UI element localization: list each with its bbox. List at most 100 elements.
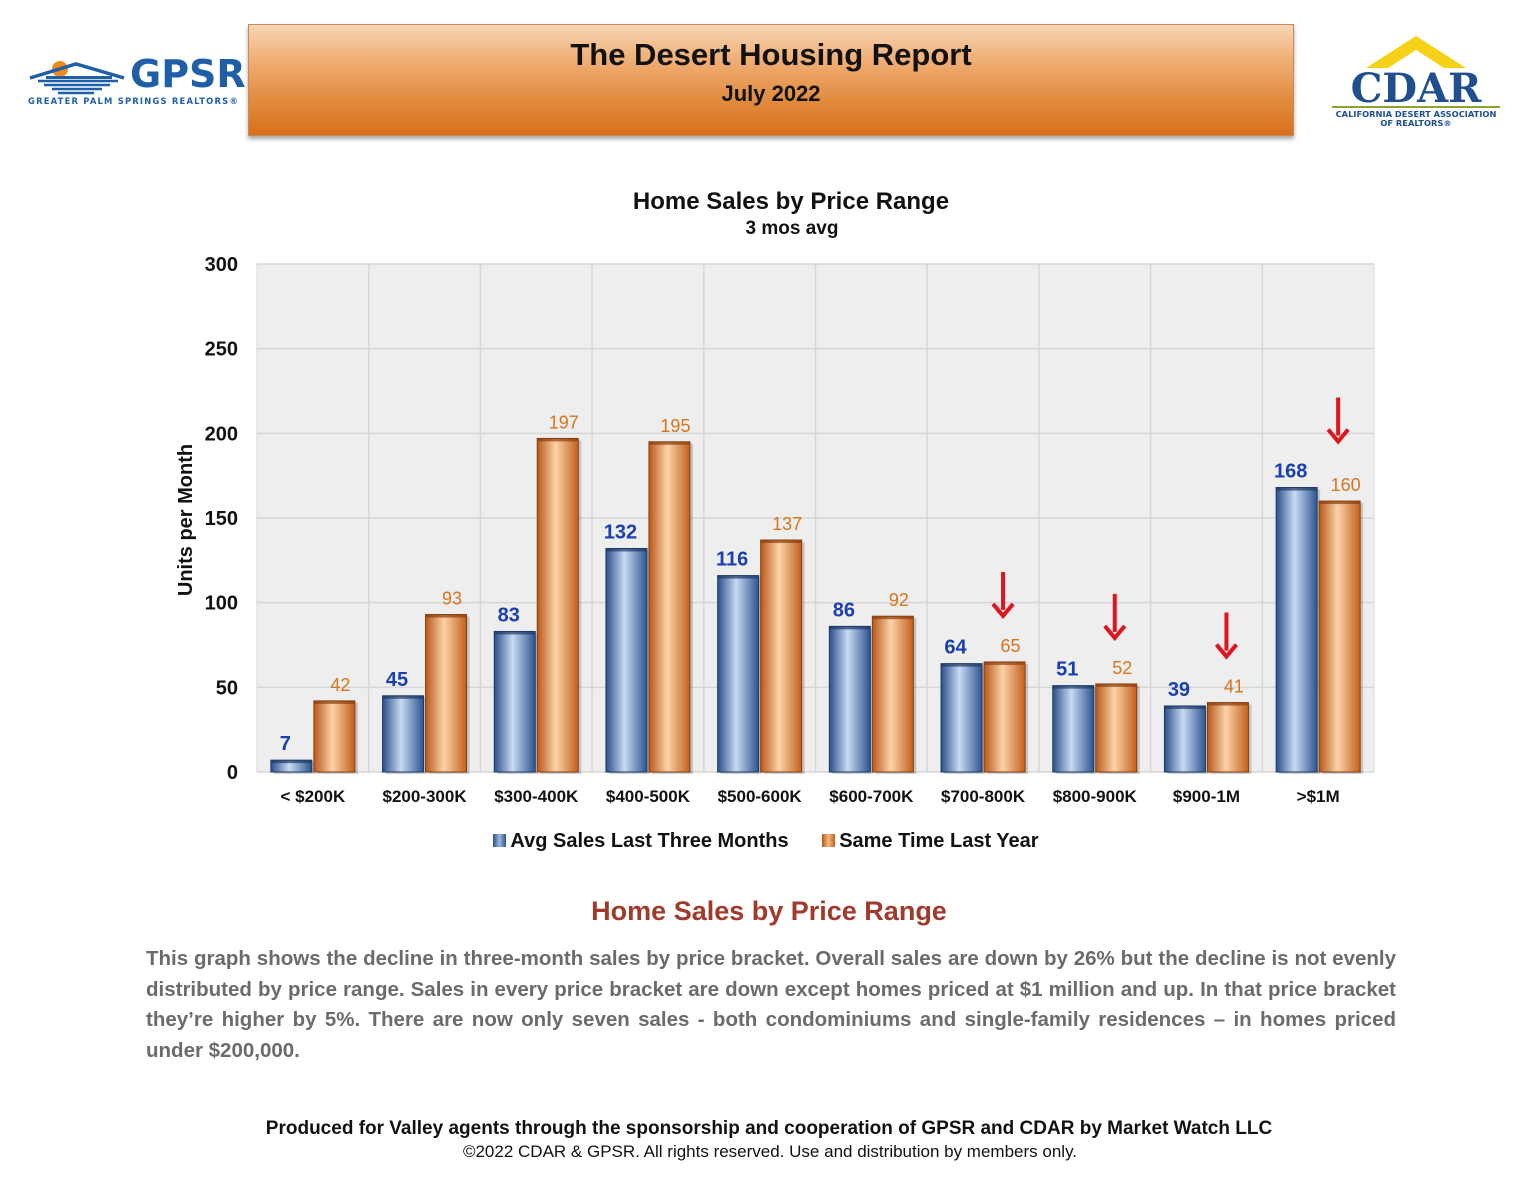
- bar-last-year: [425, 614, 468, 773]
- bar-avg-three-months: [940, 663, 983, 773]
- bar-top-edge: [494, 631, 536, 635]
- cdar-logo-text: CDAR: [1350, 65, 1482, 112]
- legend-label-avg: Avg Sales Last Three Months: [510, 830, 789, 852]
- bar-avg-three-months: [493, 630, 536, 773]
- bar-top-edge: [760, 540, 802, 544]
- section-heading: Home Sales by Price Range: [591, 896, 947, 926]
- x-tick-label: >$1M: [1297, 787, 1340, 806]
- grid-lines: [257, 263, 1374, 773]
- y-tick-label: 200: [205, 423, 238, 445]
- bar-last-year: [313, 700, 356, 773]
- bar-top-edge: [1319, 501, 1361, 505]
- bar-top-edge: [717, 575, 759, 579]
- y-tick-label: 300: [205, 254, 238, 276]
- y-axis: 0 50 100 150 200 250 300: [205, 254, 238, 784]
- data-label-last-year: 42: [330, 675, 350, 695]
- data-label-avg: 168: [1274, 461, 1307, 483]
- bar-top-edge: [425, 614, 467, 618]
- legend-item-last-year: Same Time Last Year: [822, 830, 1039, 853]
- footer-copyright: ©2022 CDAR & GPSR. All rights reserved. …: [462, 1142, 1078, 1161]
- x-tick-label: $500-600K: [718, 787, 803, 806]
- bar-top-edge: [872, 616, 914, 620]
- x-tick-label: $700-800K: [941, 787, 1026, 806]
- legend-item-avg: Avg Sales Last Three Months: [493, 830, 789, 853]
- y-axis-label: Units per Month: [175, 444, 197, 596]
- down-arrow-head: [1103, 624, 1127, 642]
- chart-subtitle: 3 mos avg: [745, 218, 839, 239]
- y-tick-label: 100: [205, 593, 238, 615]
- down-arrow-icon: [1214, 612, 1238, 660]
- bar-top-edge: [270, 760, 312, 764]
- legend-swatch-orange: [822, 834, 836, 847]
- data-label-last-year: 93: [442, 589, 462, 609]
- data-label-last-year: 195: [660, 416, 690, 436]
- bar-top-edge: [537, 438, 579, 442]
- data-label-avg: 7: [280, 733, 291, 755]
- gpsr-logo: GPSR GREATER PALM SPRINGS REALTORS®: [28, 52, 246, 112]
- data-label-last-year: 197: [549, 412, 579, 432]
- cdar-underline: [1332, 106, 1500, 108]
- bar-avg-three-months: [605, 547, 648, 773]
- data-label-last-year: 137: [772, 514, 802, 534]
- bar-avg-three-months: [382, 695, 425, 773]
- bar-last-year: [871, 615, 914, 773]
- x-tick-label: $600-700K: [829, 787, 914, 806]
- bar-top-edge: [829, 626, 871, 630]
- down-arrow-icon: [991, 571, 1015, 620]
- data-label-avg: 83: [498, 604, 520, 626]
- bar-last-year: [983, 661, 1026, 773]
- down-arrows: [991, 397, 1350, 660]
- x-tick-label: $900-1M: [1173, 787, 1240, 806]
- data-label-avg: 116: [716, 549, 748, 571]
- bar-top-edge: [382, 695, 424, 699]
- gpsr-house-icon: [29, 61, 125, 95]
- chart-title: Home Sales by Price Range: [632, 188, 950, 215]
- cdar-logo-tagline: CALIFORNIA DESERT ASSOCIATION OF REALTOR…: [1326, 110, 1506, 128]
- report-title: The Desert Housing Report: [570, 37, 972, 72]
- chart-legend: Avg Sales Last Three Months Same Time La…: [0, 830, 1532, 853]
- body-paragraph: This graph shows the decline in three-mo…: [146, 947, 1396, 1062]
- bar-chart: 0 50 100 150 200 250 300 7 42 45 93 83 197 132 195 116…: [175, 254, 1375, 806]
- x-tick-label: $300-400K: [494, 787, 579, 806]
- data-label-last-year: 52: [1112, 658, 1132, 678]
- data-label-last-year: 41: [1224, 677, 1244, 697]
- data-label-avg: 45: [386, 669, 408, 691]
- data-label-avg: 64: [944, 637, 967, 659]
- bar-top-edge: [605, 548, 647, 552]
- legend-swatch-blue: [493, 834, 507, 847]
- bar-top-edge: [1095, 683, 1137, 687]
- bar-last-year: [1095, 683, 1138, 773]
- x-tick-label: $200-300K: [382, 787, 467, 806]
- bar-top-edge: [1164, 705, 1206, 709]
- bar-top-edge: [941, 663, 983, 667]
- y-tick-label: 0: [227, 762, 238, 784]
- data-label-last-year: 92: [889, 590, 909, 610]
- bar-last-year: [536, 437, 579, 773]
- x-tick-label: < $200K: [280, 787, 345, 806]
- y-tick-label: 250: [205, 339, 238, 361]
- cdar-roof-icon: [1366, 36, 1466, 68]
- legend-label-last-year: Same Time Last Year: [839, 830, 1039, 852]
- bar-avg-three-months: [1275, 487, 1318, 773]
- data-label-avg: 39: [1168, 679, 1190, 701]
- x-axis: < $200K $200-300K $300-400K $400-500K $500-6…: [280, 787, 1339, 806]
- bar-last-year: [760, 539, 803, 773]
- report-banner: The Desert Housing Report July 2022: [248, 24, 1294, 136]
- bar-top-edge: [984, 661, 1026, 665]
- gpsr-logo-tagline: GREATER PALM SPRINGS REALTORS®: [28, 96, 239, 106]
- data-label-avg: 132: [604, 521, 637, 543]
- x-tick-label: $800-900K: [1053, 787, 1138, 806]
- bar-avg-three-months: [1163, 705, 1206, 773]
- bar-avg-three-months: [1052, 685, 1095, 773]
- cdar-tagline-line1: CALIFORNIA DESERT ASSOCIATION: [1335, 109, 1497, 119]
- y-tick-label: 150: [205, 508, 238, 530]
- bar-avg-three-months: [828, 625, 871, 773]
- bar-last-year: [1206, 702, 1249, 773]
- bar-top-edge: [1276, 487, 1318, 491]
- bar-top-edge: [1207, 702, 1249, 706]
- y-tick-label: 50: [216, 677, 238, 699]
- bar-top-edge: [1052, 685, 1094, 689]
- data-label-avg: 86: [833, 599, 855, 621]
- footer-credit: Produced for Valley agents through the s…: [265, 1118, 1273, 1139]
- down-arrow-icon: [1103, 593, 1127, 642]
